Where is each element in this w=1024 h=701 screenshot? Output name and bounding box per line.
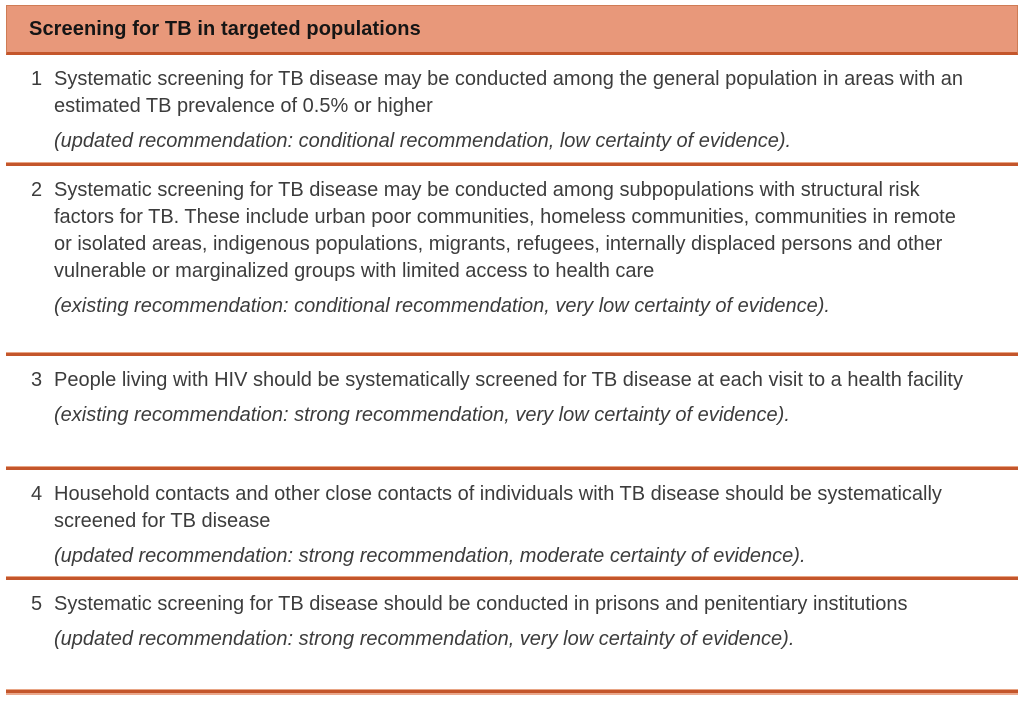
recommendation-note: (updated recommendation: conditional rec… — [54, 130, 792, 152]
recommendation-text: Systematic screening for TB disease shou… — [54, 593, 908, 615]
recommendation-note: (existing recommendation: strong recomme… — [54, 404, 790, 426]
row-number: 3 — [31, 369, 43, 391]
recommendation-text: Systematic screening for TB disease may … — [54, 179, 956, 282]
row-content: Systematic screening for TB disease may … — [54, 66, 992, 155]
recommendation-text: People living with HIV should be systema… — [54, 369, 963, 391]
recommendation-note: (updated recommendation: strong recommen… — [54, 628, 795, 650]
row-number: 2 — [31, 179, 43, 201]
row-number: 1 — [31, 68, 43, 90]
recommendation-text: Household contacts and other close conta… — [54, 483, 942, 532]
recommendation-row: 3 People living with HIV should be syste… — [6, 356, 1018, 470]
row-number: 4 — [31, 483, 43, 505]
recommendation-note: (updated recommendation: strong recommen… — [54, 545, 806, 567]
row-number: 5 — [31, 593, 43, 615]
table-title: Screening for TB in targeted populations — [29, 17, 421, 40]
recommendation-row: 4 Household contacts and other close con… — [6, 470, 1018, 580]
recommendation-text: Systematic screening for TB disease may … — [54, 68, 964, 117]
row-content: People living with HIV should be systema… — [54, 367, 992, 429]
tb-screening-table: Screening for TB in targeted populations… — [6, 5, 1018, 695]
row-content: Systematic screening for TB disease shou… — [54, 591, 992, 653]
row-content: Household contacts and other close conta… — [54, 481, 992, 570]
table-rows: 1 Systematic screening for TB disease ma… — [6, 55, 1018, 693]
recommendation-row: 1 Systematic screening for TB disease ma… — [6, 55, 1018, 166]
recommendation-row: 2 Systematic screening for TB disease ma… — [6, 166, 1018, 356]
table-title-bar: Screening for TB in targeted populations — [6, 5, 1018, 55]
recommendation-row: 5 Systematic screening for TB disease sh… — [6, 580, 1018, 693]
recommendation-note: (existing recommendation: conditional re… — [54, 295, 830, 317]
row-content: Systematic screening for TB disease may … — [54, 177, 992, 320]
table-bottom-border — [6, 693, 1018, 695]
